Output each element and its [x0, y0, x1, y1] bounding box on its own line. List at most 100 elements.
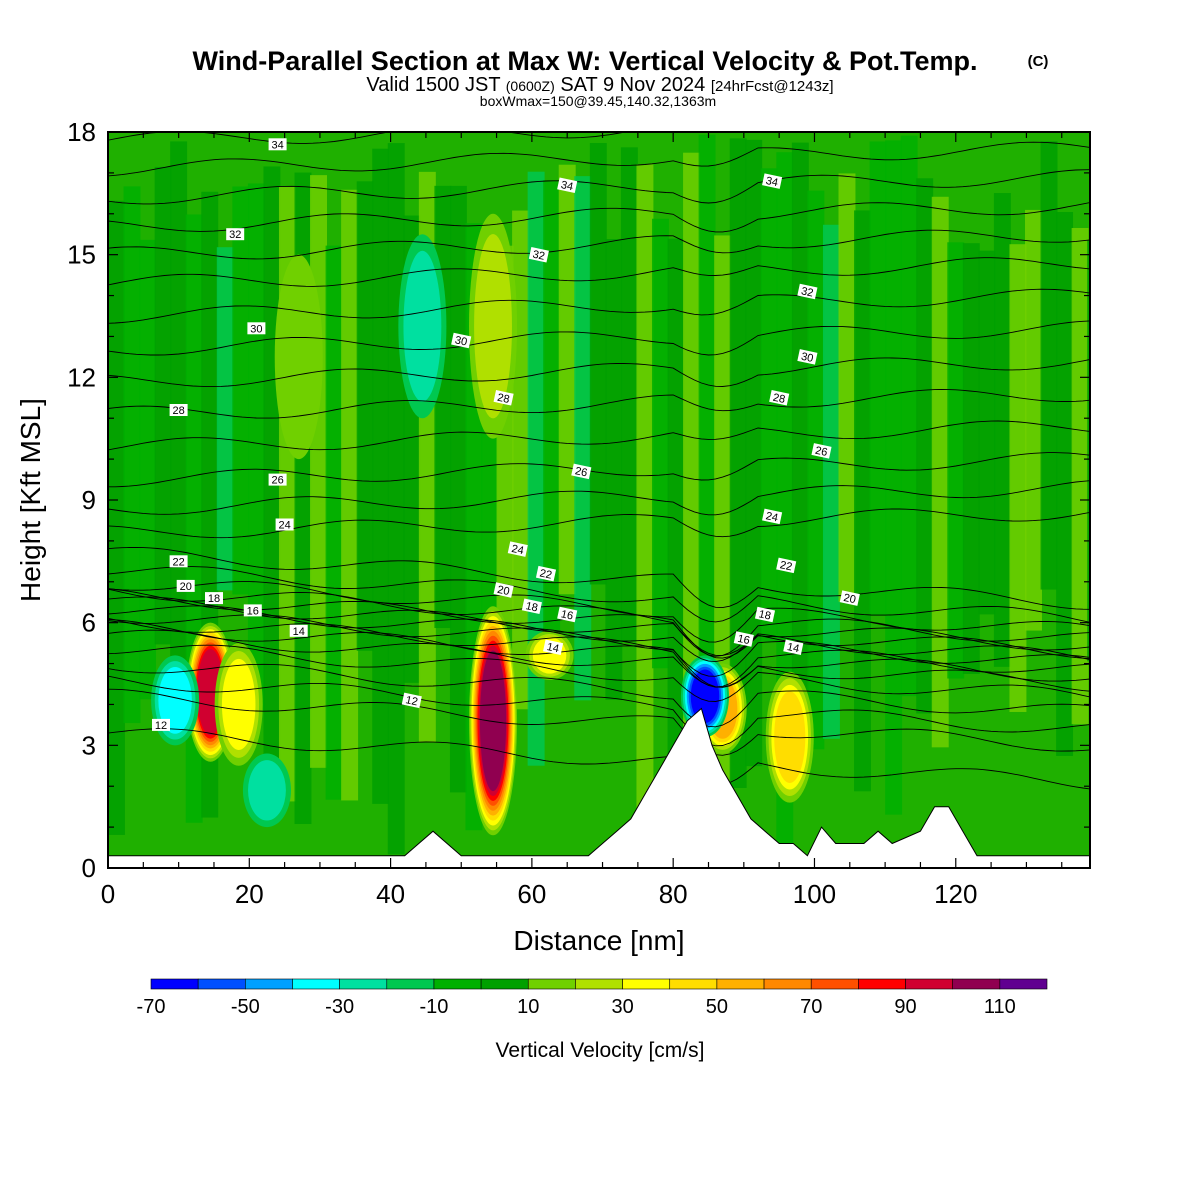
theta-label-text: 24	[765, 510, 779, 524]
theta-label-text: 28	[172, 405, 184, 417]
theta-label-text: 12	[155, 720, 167, 732]
theta-label-box	[839, 590, 860, 606]
background-streak	[216, 247, 234, 591]
theta-label: 30	[451, 332, 472, 349]
background-streak	[1071, 227, 1089, 725]
x-axis-label: Distance [nm]	[513, 925, 684, 956]
chart-title: Wind-Parallel Section at Max W: Vertical…	[193, 46, 978, 76]
colorbar-label: Vertical Velocity [cm/s]	[496, 1039, 705, 1062]
theta-label-box	[557, 177, 578, 193]
theta-label-text: 24	[510, 543, 524, 557]
colorbar-swatch	[197, 978, 246, 990]
downdraft-cell	[158, 666, 192, 734]
background-streak	[170, 141, 188, 726]
colorbar-swatch	[245, 978, 293, 990]
background-streak	[1040, 141, 1058, 590]
background-streak	[341, 189, 359, 801]
x-tick-label: 40	[376, 879, 405, 909]
colorbar-swatch	[810, 978, 859, 990]
background-streak	[247, 183, 265, 711]
theta-label-box	[169, 404, 188, 416]
background-streak	[1025, 209, 1042, 631]
theta-label: 16	[243, 604, 262, 617]
theta-contour	[108, 357, 1090, 388]
theta-contour	[108, 420, 1090, 451]
theta-label-text: 24	[278, 520, 290, 532]
downdraft-cell	[248, 760, 286, 821]
colorbar-swatch	[433, 978, 482, 990]
updraft-cell	[274, 254, 323, 460]
colorbar-swatch	[669, 978, 718, 990]
theta-label: 18	[754, 606, 776, 623]
y-tick-label: 6	[82, 608, 96, 638]
background-streak	[838, 173, 856, 602]
theta-label-box	[247, 322, 266, 335]
theta-label-text: 20	[842, 592, 856, 606]
theta-label-box	[243, 604, 262, 617]
theta-label: 26	[571, 463, 592, 480]
theta-contour	[108, 663, 1090, 728]
background-streak	[589, 142, 607, 585]
colorbar-swatch	[999, 978, 1048, 990]
theta-label-box	[571, 463, 592, 480]
colorbar-tick-label: 90	[894, 996, 916, 1018]
theta-contour	[108, 546, 1090, 610]
theta-label: 28	[769, 390, 790, 406]
y-tick-labels: 0 3 6 9 12 15 18	[67, 117, 96, 883]
background-streak	[387, 143, 405, 855]
theta-contour	[108, 169, 1090, 205]
theta-contour	[108, 675, 1090, 747]
background-streak	[698, 134, 716, 715]
theta-label-text: 22	[172, 556, 184, 568]
theta-label-text: 32	[531, 249, 545, 263]
background-streak	[916, 178, 934, 714]
theta-label: 22	[535, 565, 557, 582]
theta-label-box	[733, 631, 754, 647]
theta-label-box	[811, 443, 832, 459]
theta-contour	[108, 728, 1090, 790]
theta-label-box	[268, 473, 287, 486]
theta-label-text: 26	[574, 465, 588, 479]
theta-contour	[108, 581, 1090, 643]
theta-contour	[108, 588, 1090, 659]
background-streak	[651, 218, 669, 669]
theta-label-text: 30	[800, 351, 814, 365]
theta-label-text: 28	[772, 392, 786, 406]
colorbar-swatch	[763, 978, 812, 990]
theta-label-box	[543, 639, 564, 655]
theta-label: 28	[169, 404, 188, 417]
theta-contour	[108, 508, 1090, 539]
colorbar-tick-label: -30	[325, 996, 354, 1018]
y-tick-label: 9	[82, 485, 96, 515]
theta-label-box	[762, 173, 783, 189]
subtitle-date: SAT 9 Nov 2024	[560, 74, 705, 96]
colorbar-tick-labels: -70 -50 -30 -10 10 30 50 70 90 110	[137, 996, 1016, 1018]
colorbar-swatch	[292, 978, 340, 990]
theta-label-text: 20	[496, 584, 510, 598]
theta-label: 26	[268, 473, 287, 487]
theta-label-text: 34	[271, 139, 283, 151]
colorbar-swatch	[952, 978, 1001, 990]
background-streak	[108, 200, 125, 835]
y-tick-label: 0	[82, 853, 96, 883]
background-streak	[263, 166, 281, 820]
theta-contour-labels: 34 34 34 32 32 32 30 30 30 28 28 28 26 26 26 24 24 24 22 22…	[152, 138, 860, 732]
theta-label-text: 12	[404, 694, 418, 708]
theta-label: 32	[528, 246, 549, 263]
theta-label-text: 30	[454, 334, 468, 348]
theta-contour	[108, 688, 1090, 756]
x-tick-label: 20	[235, 879, 264, 909]
background-streak	[434, 185, 452, 629]
colorbar-tick-label: 10	[517, 996, 539, 1018]
background-streak	[822, 224, 840, 739]
background-streak	[1009, 244, 1027, 712]
theta-label: 18	[521, 598, 542, 614]
updraft-cell	[221, 658, 256, 751]
theta-label: 34	[268, 138, 287, 151]
theta-label: 14	[783, 639, 804, 655]
background-streak	[900, 135, 918, 697]
background-streak	[885, 140, 903, 815]
theta-label: 16	[557, 606, 578, 623]
colorbar-swatch	[386, 978, 435, 990]
background-streak	[574, 176, 592, 701]
